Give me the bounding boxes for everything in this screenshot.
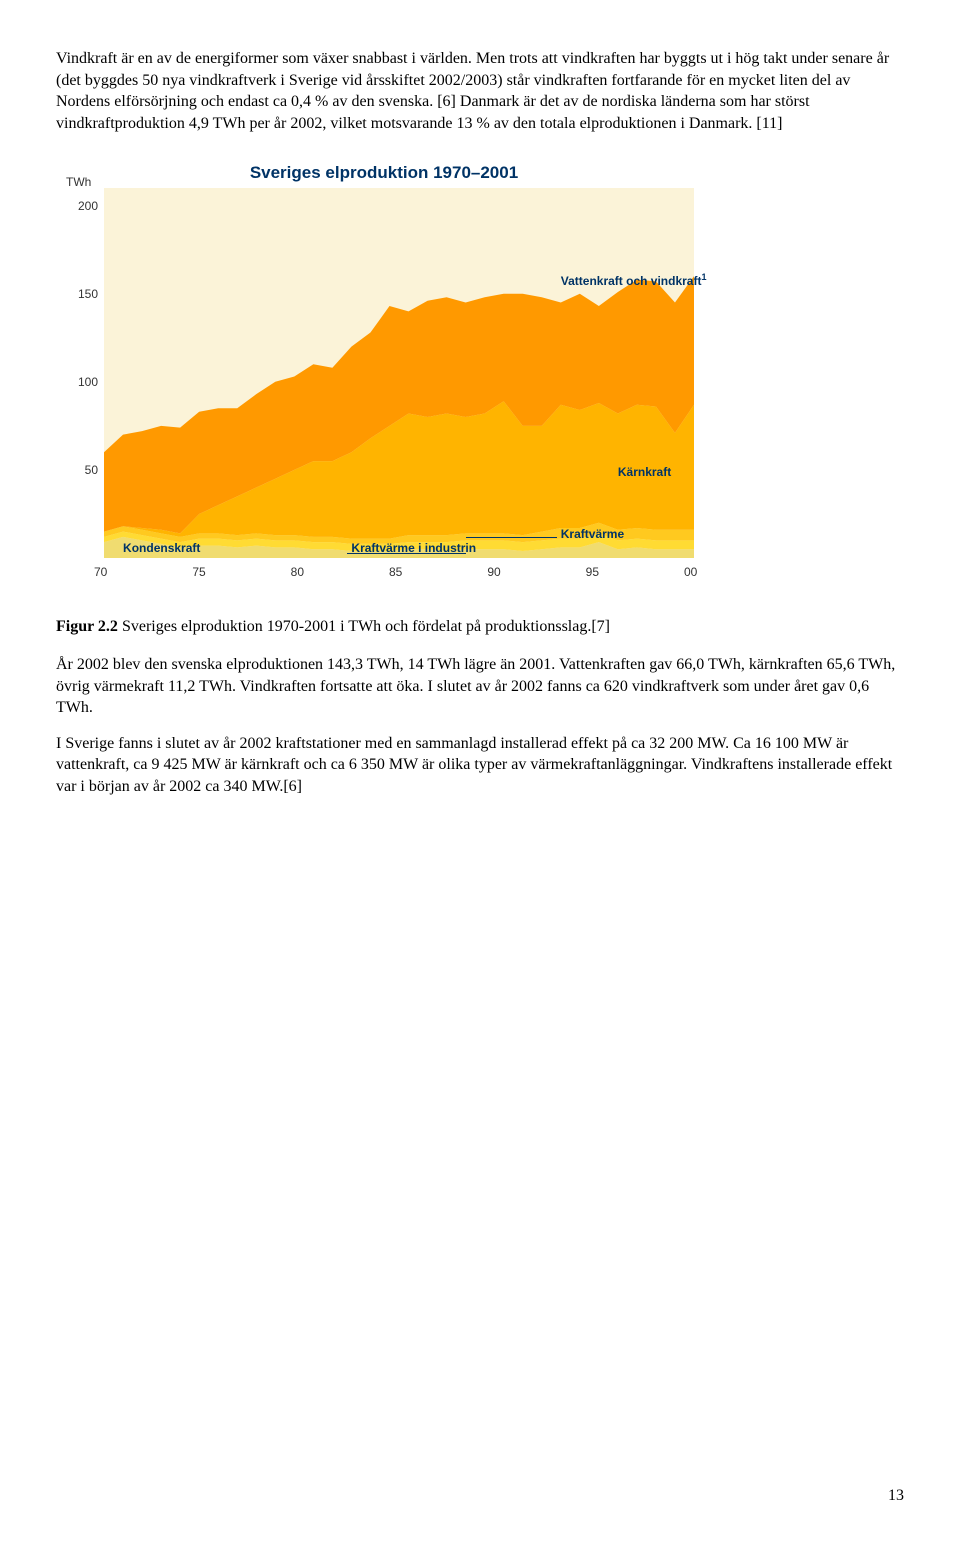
paragraph-3: I Sverige fanns i slutet av år 2002 kraf… [56, 733, 904, 798]
y-tick: 50 [62, 462, 98, 478]
leader-line [466, 537, 557, 538]
series-label: Vattenkraft och vindkraft1 [561, 271, 707, 289]
series-label: Kärnkraft [618, 464, 671, 480]
figure-caption: Figur 2.2 Sveriges elproduktion 1970-200… [56, 616, 904, 638]
y-axis-unit: TWh [66, 174, 91, 190]
x-tick: 00 [684, 564, 697, 580]
y-tick: 150 [62, 286, 98, 302]
figure-caption-number: Figur 2.2 [56, 618, 118, 635]
figure-2-2: Sveriges elproduktion 1970–2001 TWh 50 100… [56, 158, 904, 588]
y-tick: 200 [62, 198, 98, 214]
page-number: 13 [888, 1485, 904, 1507]
series-label: Kondenskraft [123, 540, 200, 556]
series-label: Kraftvärme [561, 526, 624, 542]
x-tick: 90 [487, 564, 500, 580]
x-tick: 75 [192, 564, 205, 580]
chart-plot-area [104, 188, 694, 558]
figure-caption-text: Sveriges elproduktion 1970-2001 i TWh oc… [118, 618, 610, 635]
x-tick: 80 [291, 564, 304, 580]
y-tick: 100 [62, 374, 98, 390]
paragraph-1: Vindkraft är en av de energiformer som v… [56, 48, 904, 134]
x-tick: 85 [389, 564, 402, 580]
electricity-production-chart: Sveriges elproduktion 1970–2001 TWh 50 100… [56, 158, 712, 588]
leader-line [347, 553, 465, 554]
x-tick: 95 [586, 564, 599, 580]
chart-title: Sveriges elproduktion 1970–2001 [56, 162, 712, 185]
paragraph-2: År 2002 blev den svenska elproduktionen … [56, 654, 904, 719]
x-tick: 70 [94, 564, 107, 580]
